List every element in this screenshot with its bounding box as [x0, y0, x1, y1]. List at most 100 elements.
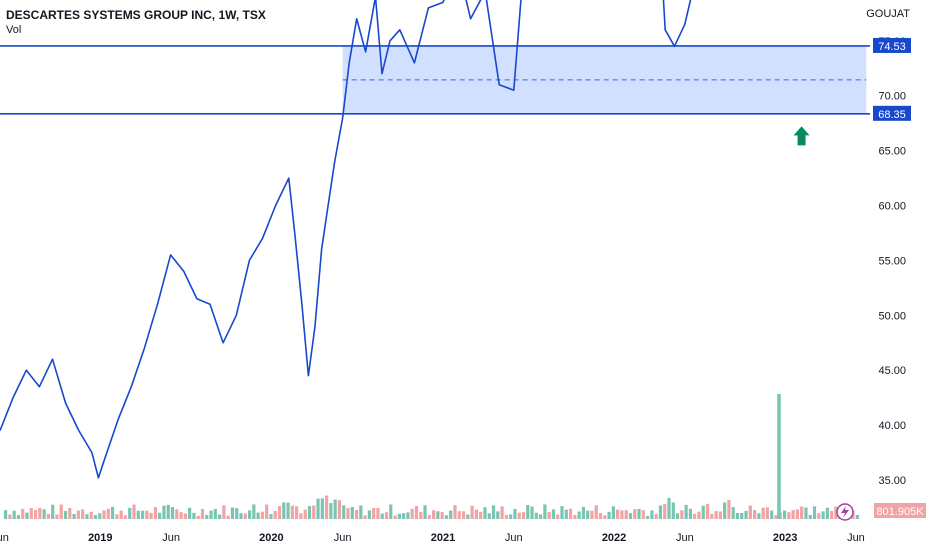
volume-indicator-label[interactable]: Vol	[6, 24, 22, 36]
volume-bar	[663, 504, 667, 519]
volume-bar	[8, 514, 12, 519]
volume-bar	[440, 512, 444, 519]
volume-bar	[295, 506, 299, 519]
volume-bar	[616, 509, 620, 519]
volume-bar	[684, 504, 688, 519]
volume-bar	[611, 506, 615, 519]
volume-bar	[81, 509, 85, 519]
volume-bar	[196, 515, 200, 519]
volume-bar	[63, 510, 68, 519]
volume-bar	[757, 513, 761, 519]
volume-bar	[359, 505, 363, 519]
x-tick-label: Jun	[676, 532, 694, 544]
volume-bar	[342, 505, 346, 519]
volume-layer	[4, 394, 859, 519]
volume-bar	[504, 514, 508, 519]
y-axis[interactable]: 35.00 40.00 45.00 50.00 55.00 60.00 65.00 70.00…	[872, 0, 906, 487]
volume-bar	[594, 505, 598, 519]
volume-bar	[735, 512, 740, 519]
volume-bar	[701, 505, 705, 519]
volume-bar	[230, 507, 235, 519]
volume-bar	[320, 498, 324, 519]
x-tick-label: 2021	[431, 532, 455, 544]
volume-bar	[312, 505, 316, 519]
volume-bar	[457, 511, 461, 519]
volume-bar	[4, 510, 8, 519]
volume-bar	[770, 510, 774, 519]
volume-bar	[380, 513, 384, 519]
volume-bar	[526, 504, 530, 519]
volume-bar	[543, 504, 547, 519]
volume-bar	[474, 509, 478, 519]
volume-bar	[25, 512, 29, 519]
level-label-6: 68.35	[878, 109, 906, 121]
x-tick-label: 2020	[259, 532, 283, 544]
volume-bar	[650, 510, 654, 519]
volume-bar	[855, 514, 859, 519]
volume-bar	[175, 509, 179, 519]
volume-label-bg	[874, 503, 926, 518]
volume-bar	[102, 510, 106, 519]
volume-bar	[76, 510, 80, 519]
volume-bar	[680, 510, 684, 519]
volume-bar	[128, 507, 132, 519]
x-axis[interactable]: Jun 2019 Jun 2020 Jun 2021 Jun 2022 Jun 2023 Jun	[0, 532, 865, 544]
volume-bar	[33, 510, 38, 519]
volume-bar	[346, 508, 350, 519]
volume-bar	[247, 510, 252, 519]
volume-bar	[158, 512, 162, 519]
volume-bar	[534, 512, 538, 519]
volume-bar	[483, 507, 487, 519]
volume-bar	[774, 515, 778, 519]
volume-bar	[496, 511, 500, 519]
volume-bar	[551, 509, 556, 519]
volume-bar	[260, 511, 264, 519]
y-tick-label: 45.00	[878, 365, 906, 377]
volume-bar	[581, 506, 585, 519]
volume-bar	[731, 507, 735, 519]
volume-bar	[624, 510, 628, 519]
volume-bar	[303, 509, 307, 519]
volume-bar	[620, 510, 624, 519]
volume-bar	[568, 508, 573, 519]
volume-bar	[414, 506, 419, 519]
volume-bar	[68, 507, 72, 519]
volume-bar	[350, 506, 354, 519]
volume-bar	[111, 506, 115, 519]
volume-bar	[397, 513, 401, 519]
volume-bar	[607, 511, 611, 519]
volume-bar	[419, 511, 423, 519]
volume-bar	[479, 511, 483, 519]
volume-bar	[329, 503, 333, 519]
level-label-bg-5	[873, 37, 911, 53]
volume-bar	[470, 505, 474, 519]
volume-bar	[269, 514, 273, 519]
volume-bar	[539, 514, 543, 519]
volume-bar	[307, 506, 312, 519]
volume-bar	[812, 506, 817, 519]
volume-bar	[521, 512, 526, 519]
volume-bar	[282, 502, 286, 519]
volume-bar	[354, 509, 359, 519]
volume-bar	[393, 515, 397, 519]
volume-bar	[286, 502, 290, 519]
x-tick-label: Jun	[505, 532, 523, 544]
volume-bar	[449, 510, 453, 519]
volume-bar	[38, 507, 42, 519]
volume-bar	[556, 514, 560, 519]
volume-label: 801.905K	[876, 506, 924, 518]
volume-bar	[423, 505, 427, 519]
levels-layer	[0, 45, 870, 115]
volume-bar	[782, 510, 787, 519]
volume-bar	[744, 510, 748, 519]
volume-bar	[372, 508, 376, 519]
volume-bar	[513, 508, 517, 519]
volume-bar	[29, 508, 33, 519]
volume-bar	[136, 510, 140, 519]
volume-bar	[821, 511, 825, 519]
volume-bar	[384, 512, 389, 519]
annotations-layer: ?	[793, 126, 810, 146]
volume-bar	[222, 505, 226, 519]
x-tick-label: Jun	[334, 532, 352, 544]
